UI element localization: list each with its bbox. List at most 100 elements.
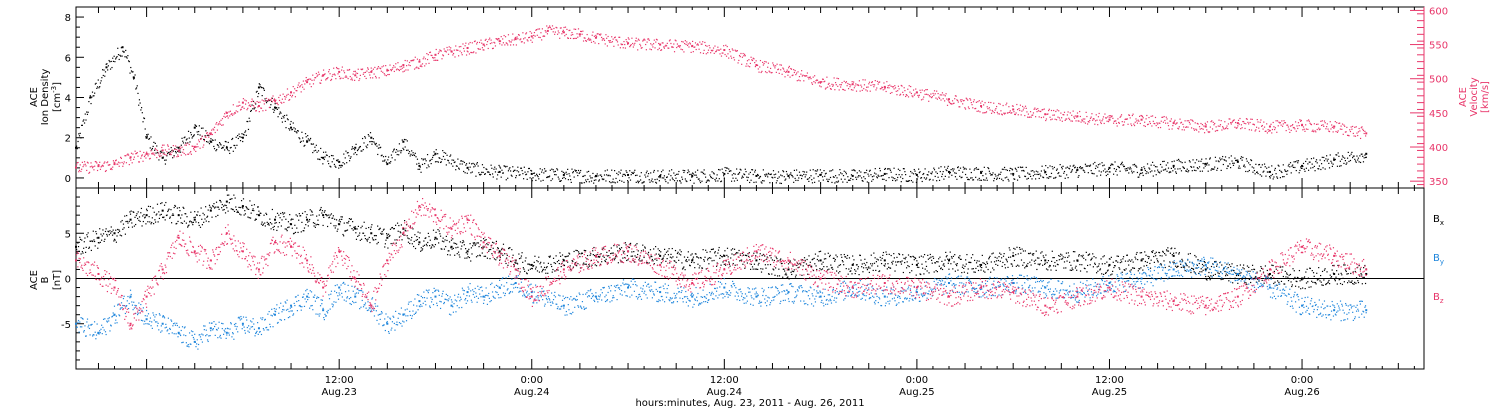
velocity-sample: [1360, 127, 1362, 129]
ion-density-sample: [113, 55, 115, 57]
ion-density-sample: [1328, 162, 1330, 164]
ion-density-point: [1301, 164, 1304, 167]
velocity-sample: [804, 75, 806, 77]
velocity-sample: [346, 69, 349, 71]
ion-density-sample: [313, 150, 315, 152]
velocity-sample: [1076, 112, 1079, 114]
ion-density-sample: [279, 111, 281, 113]
ion-density-sample: [208, 143, 211, 145]
velocity-sample: [236, 105, 238, 107]
bx-sample: [673, 260, 675, 262]
bx-sample: [151, 221, 153, 224]
velocity-point: [578, 33, 581, 36]
ion-density-sample: [1218, 161, 1220, 163]
velocity-sample: [381, 66, 383, 68]
bx-sample: [467, 256, 469, 258]
ion-density-sample: [876, 176, 878, 178]
velocity-sample: [1000, 110, 1002, 112]
bx-sample: [139, 220, 141, 223]
ion-density-sample: [798, 177, 800, 179]
bx-sample: [767, 273, 770, 275]
ion-density-sample: [585, 181, 588, 183]
velocity-sample: [1181, 129, 1183, 131]
ion-density-sample: [1011, 168, 1013, 170]
velocity-sample: [1003, 112, 1005, 114]
ion-density-sample: [477, 165, 479, 167]
velocity-sample: [1268, 129, 1271, 131]
velocity-point: [883, 85, 886, 88]
bx-sample: [341, 216, 343, 218]
velocity-sample: [938, 96, 940, 98]
velocity-sample: [1024, 105, 1027, 107]
bx-sample: [362, 232, 365, 234]
ion-density-sample: [278, 113, 281, 115]
velocity-sample: [1147, 123, 1149, 125]
ion-density-sample: [311, 143, 313, 145]
velocity-sample: [218, 121, 221, 123]
ion-density-sample: [767, 176, 769, 178]
velocity-sample: [101, 164, 104, 166]
ion-density-sample: [151, 147, 154, 150]
velocity-sample: [772, 62, 774, 64]
bx-sample: [242, 198, 245, 200]
ion-density-sample: [754, 169, 757, 171]
bx-sample: [786, 277, 788, 279]
ion-density-sample: [1138, 174, 1141, 176]
ion-density-sample: [504, 165, 506, 167]
velocity-sample: [1081, 120, 1084, 122]
velocity-sample: [1276, 120, 1279, 122]
ion-density-sample: [666, 176, 668, 178]
ion-density-sample: [730, 180, 733, 182]
b-axis-ticks: -505: [61, 196, 84, 361]
ion-density-sample: [1364, 154, 1366, 156]
ion-density-sample: [626, 171, 628, 173]
velocity-sample: [581, 33, 583, 35]
velocity-sample: [726, 45, 728, 48]
velocity-sample: [354, 79, 356, 81]
velocity-sample: [871, 81, 873, 84]
bx-sample: [811, 259, 813, 261]
velocity-sample: [1032, 114, 1034, 116]
ion-density-sample: [1358, 161, 1360, 163]
ion-density-sample: [728, 168, 730, 170]
bx-sample: [788, 278, 790, 280]
ion-density-sample: [1332, 163, 1334, 165]
velocity-sample: [1168, 128, 1170, 130]
ion-density-sample: [516, 170, 518, 172]
velocity-sample: [991, 109, 993, 112]
velocity-sample: [559, 37, 561, 39]
bx-sample: [211, 216, 213, 218]
velocity-sample: [315, 77, 317, 79]
velocity-sample: [273, 98, 276, 100]
ion-density-sample: [1240, 156, 1243, 158]
bx-sample: [307, 225, 309, 227]
velocity-sample: [840, 84, 842, 86]
ion-density-sample: [195, 125, 198, 128]
velocity-sample: [903, 87, 905, 89]
ion-density-sample: [489, 173, 491, 176]
density-tick-label: 0: [65, 174, 71, 185]
ion-density-sample: [331, 161, 333, 163]
ion-density-sample: [689, 173, 691, 176]
ion-density-sample: [527, 171, 529, 173]
ion-density-sample: [874, 168, 876, 170]
ion-density-sample: [523, 178, 525, 180]
velocity-sample: [736, 50, 738, 52]
bx-sample: [357, 225, 359, 227]
velocity-sample: [212, 128, 214, 130]
bx-sample: [300, 231, 302, 233]
ion-density-sample: [931, 171, 933, 173]
ion-density-sample: [468, 162, 471, 164]
velocity-sample: [554, 31, 556, 33]
velocity-sample: [972, 107, 974, 109]
ion-density-sample: [481, 171, 483, 173]
ion-density-sample: [1080, 168, 1082, 170]
velocity-sample: [965, 97, 967, 99]
velocity-sample: [484, 39, 486, 41]
ion-density-sample: [1266, 167, 1268, 169]
ion-density-point: [434, 152, 437, 155]
bx-sample: [215, 215, 217, 218]
ion-density-sample: [439, 161, 442, 164]
bx-sample: [438, 230, 440, 232]
bx-sample: [548, 255, 550, 258]
